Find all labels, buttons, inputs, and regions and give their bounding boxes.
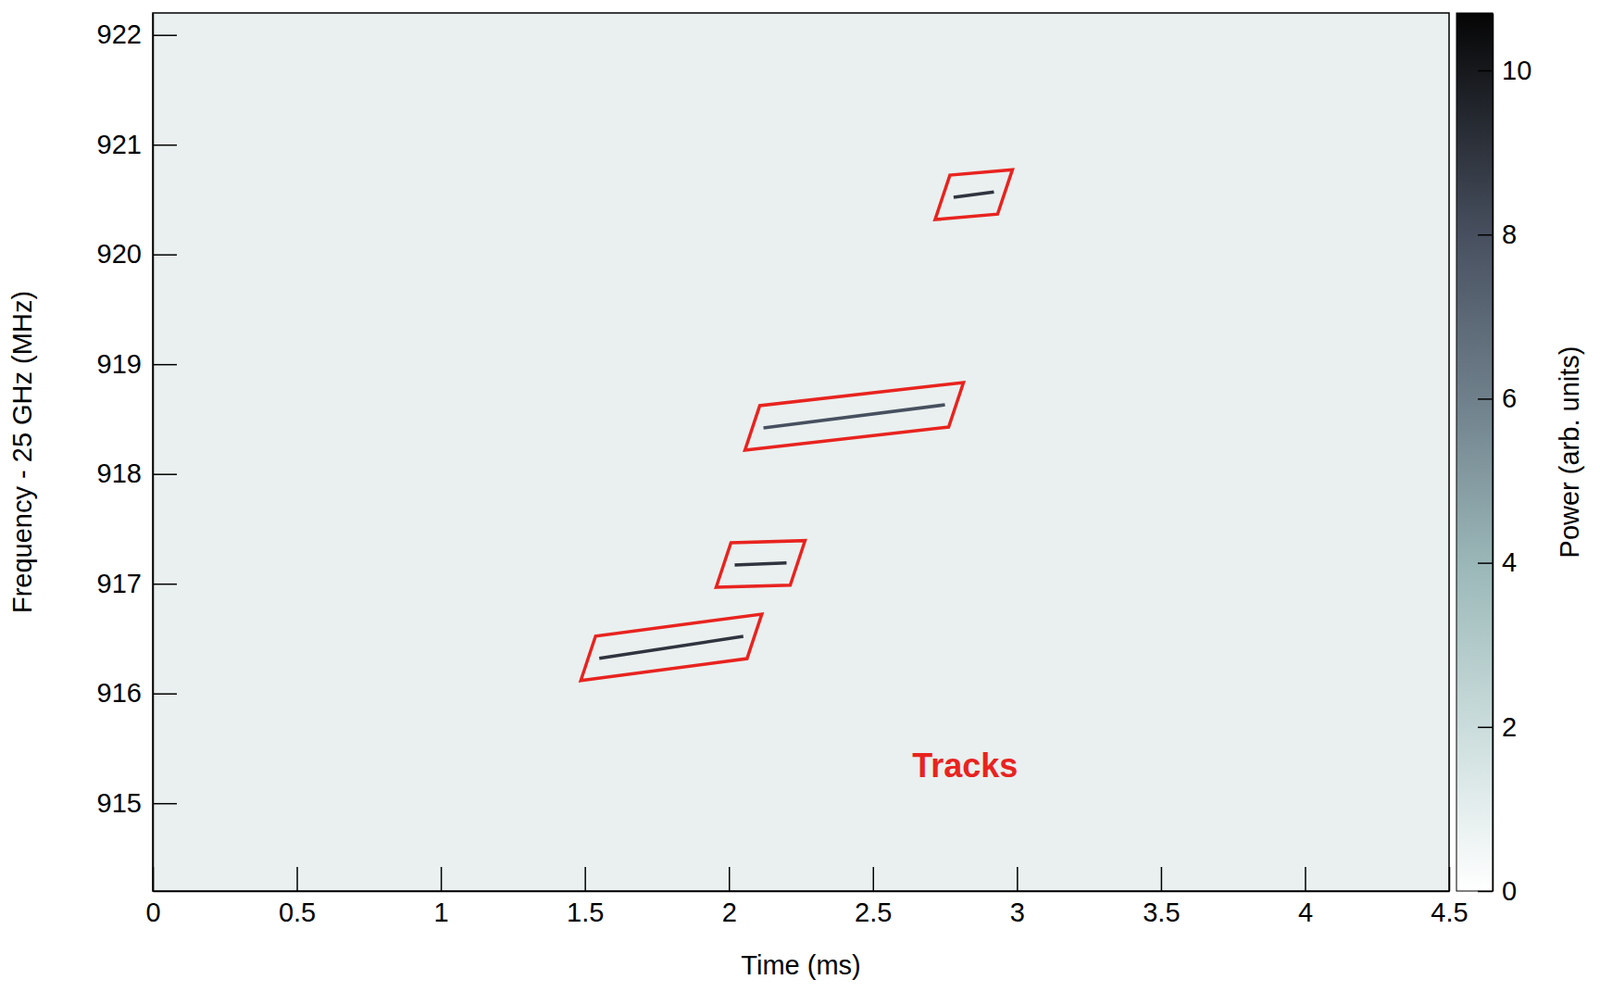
tick-mark: [296, 866, 299, 891]
x-axis-title: Time (ms): [740, 950, 861, 980]
tick-label: 3.5: [1142, 897, 1180, 927]
tick-label: 921: [97, 129, 142, 160]
tick: 917: [97, 568, 177, 599]
tick-label: 918: [97, 458, 142, 488]
tick-mark: [873, 866, 875, 891]
track-box: [715, 540, 805, 588]
tick: 1: [434, 866, 450, 927]
tick-label: 0.5: [278, 897, 316, 927]
tick-mark: [152, 34, 177, 37]
tick-label: 2.5: [854, 897, 892, 927]
tick-mark: [1477, 234, 1493, 237]
tick: 0.5: [278, 866, 316, 927]
tick: 2: [722, 866, 738, 927]
tick: 6: [1477, 383, 1517, 413]
tick-mark: [1161, 866, 1163, 891]
track-box: [745, 382, 964, 450]
tick: 8: [1477, 219, 1517, 250]
y-axis-title: Frequency - 25 GHz (MHz): [7, 290, 38, 613]
plot-background: [152, 12, 1450, 891]
colorbar-axis: 0 2 4 6 8 10: [1477, 13, 1532, 906]
tick-mark: [152, 473, 177, 475]
tick-mark: [440, 866, 443, 891]
tick-label: 4.5: [1430, 897, 1468, 927]
tick-mark: [1477, 562, 1493, 564]
x-axis: 0 0.5 1 1.5 2 2.5 3 3.5 4 4.5: [145, 866, 1468, 927]
track-boxes: [580, 169, 1013, 681]
tick-mark: [1304, 866, 1307, 891]
tick-mark: [1449, 866, 1451, 891]
track: [734, 562, 787, 565]
tick-mark: [1016, 866, 1019, 891]
tick-label: 922: [97, 19, 142, 50]
track-box: [935, 169, 1013, 220]
colorbar-title: Power (arb. units): [1554, 346, 1585, 559]
tick-mark: [728, 866, 731, 891]
tick: 10: [1477, 55, 1532, 86]
tick: 3.5: [1142, 866, 1180, 927]
tick-label: 8: [1501, 219, 1517, 250]
axis-line: [153, 890, 1450, 893]
chart: 0 0.5 1 1.5 2 2.5 3 3.5 4 4.5 915 916 917 918 919 920 92…: [0, 0, 1600, 992]
tick-label: 0: [1501, 875, 1517, 906]
tick-label: 2: [722, 897, 738, 927]
tick-label: 1.5: [566, 897, 604, 927]
tick-mark: [152, 802, 177, 805]
tick: 920: [97, 238, 177, 269]
tick-label: 915: [97, 787, 142, 818]
tick-label: 0: [145, 897, 161, 927]
tick-mark: [152, 363, 177, 366]
tick: 1.5: [566, 866, 604, 927]
tick: 921: [97, 129, 177, 160]
annotation: Tracks: [912, 746, 1018, 785]
tick-mark: [1477, 726, 1493, 729]
track: [599, 636, 744, 659]
tick-label: 4: [1501, 547, 1517, 577]
tick-label: 2: [1501, 712, 1517, 742]
tick: 3: [1010, 866, 1025, 927]
track-box: [580, 613, 763, 681]
plot-frame: [152, 12, 1450, 891]
tick: 916: [97, 677, 177, 708]
tick-label: 10: [1501, 55, 1532, 86]
tick-label: 916: [97, 677, 142, 708]
tick-label: 917: [97, 568, 142, 599]
tick: 4: [1298, 866, 1313, 927]
tracks: [599, 191, 994, 659]
tick-label: 919: [97, 349, 142, 379]
tick-mark: [1477, 70, 1493, 73]
track: [953, 191, 995, 198]
tick-label: 3: [1010, 897, 1025, 927]
tick: 919: [97, 349, 177, 379]
tick-label: 6: [1501, 383, 1517, 413]
colorbar: [1456, 12, 1493, 891]
tick-label: 4: [1298, 897, 1313, 927]
axis-line: [1492, 13, 1495, 892]
tick: 0: [1477, 875, 1517, 906]
tick-mark: [152, 144, 177, 147]
tick: 915: [97, 787, 177, 818]
tick: 918: [97, 458, 177, 488]
tick-mark: [584, 866, 587, 891]
track: [763, 404, 946, 428]
tick: 2.5: [854, 866, 892, 927]
tick-mark: [152, 692, 177, 695]
tick-mark: [152, 583, 177, 586]
tick-mark: [1477, 890, 1493, 893]
tick: 2: [1477, 712, 1517, 742]
tick-label: 1: [434, 897, 450, 927]
tick: 4: [1477, 547, 1517, 577]
tick-mark: [1477, 398, 1493, 400]
tick-mark: [152, 253, 177, 256]
tick-label: 920: [97, 238, 142, 269]
tick: 922: [97, 19, 177, 50]
y-axis: 915 916 917 918 919 920 921 922: [97, 13, 177, 892]
